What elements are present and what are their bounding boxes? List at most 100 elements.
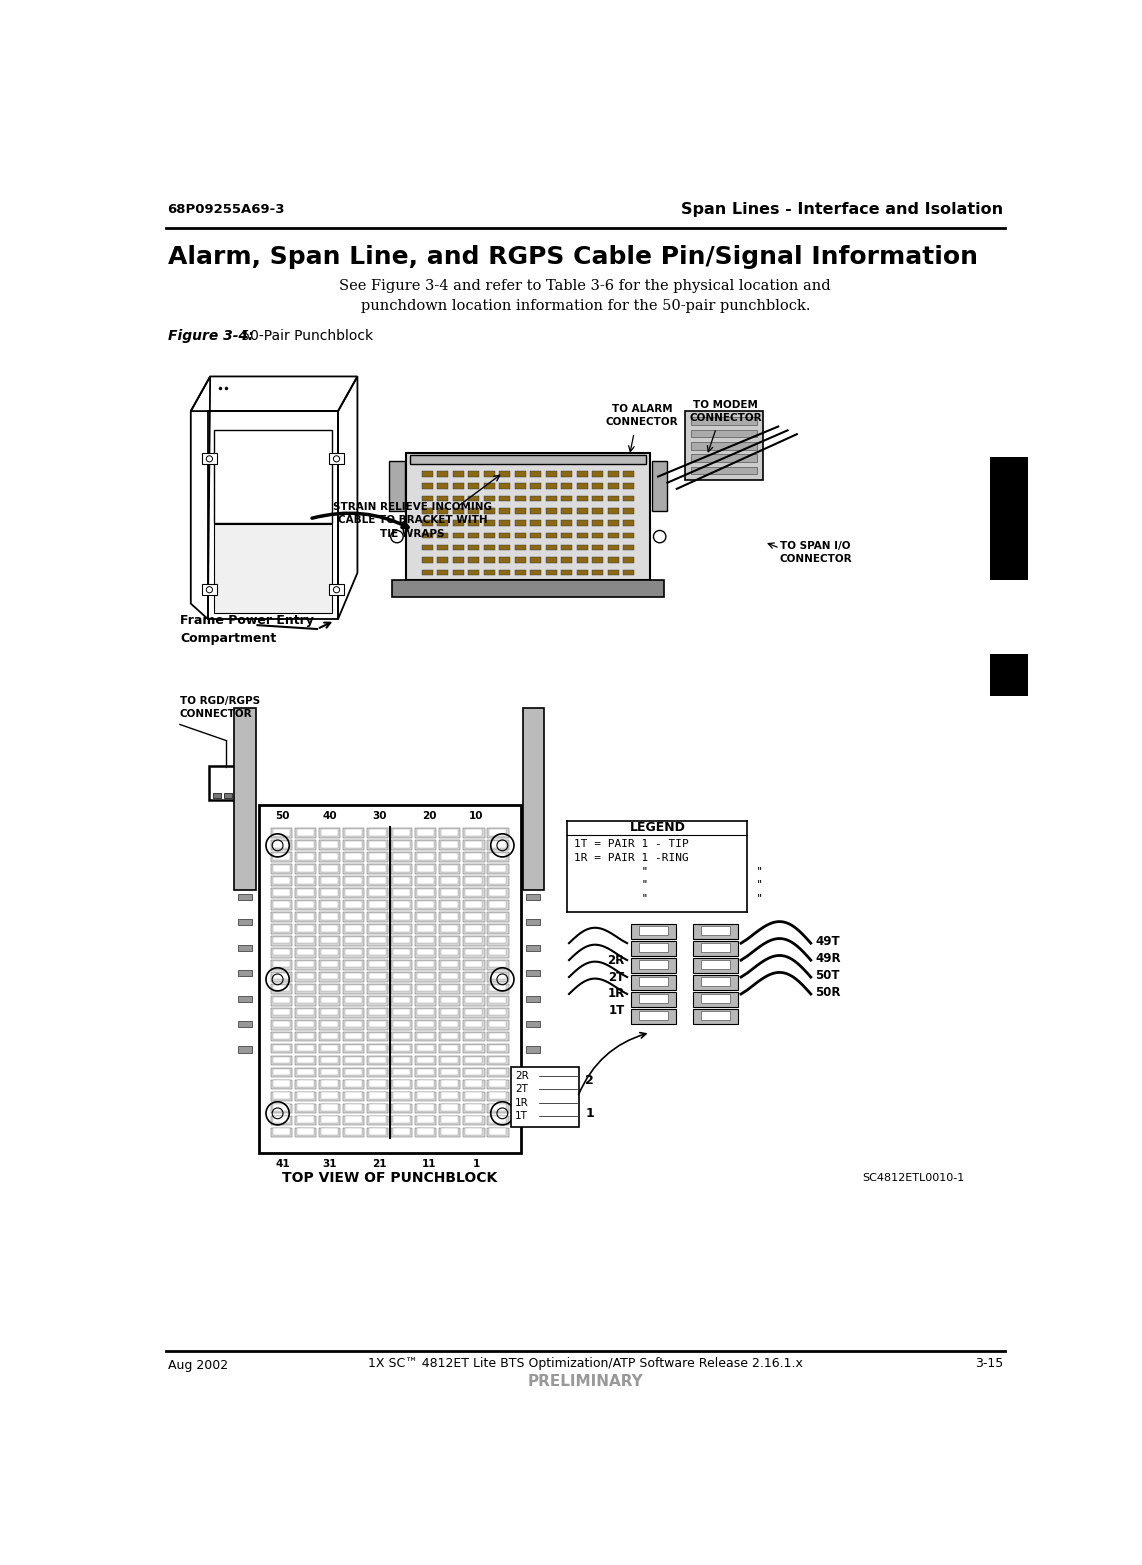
Bar: [463, 864, 484, 873]
Bar: [441, 1044, 458, 1052]
Bar: [271, 936, 292, 945]
Bar: [415, 864, 436, 873]
Bar: [345, 1069, 362, 1075]
Bar: [271, 959, 292, 970]
Bar: [367, 1020, 388, 1030]
Text: 41: 41: [275, 1160, 290, 1169]
Bar: [463, 840, 484, 850]
Bar: [421, 570, 433, 574]
Bar: [343, 1020, 364, 1030]
Bar: [437, 557, 448, 563]
Bar: [238, 894, 252, 900]
Bar: [321, 997, 338, 1003]
Bar: [463, 1127, 484, 1138]
Bar: [393, 1116, 410, 1124]
Bar: [486, 959, 508, 970]
Bar: [329, 454, 344, 465]
Bar: [273, 984, 290, 991]
Bar: [439, 925, 460, 934]
Bar: [486, 1127, 508, 1138]
Bar: [593, 532, 603, 538]
Bar: [561, 484, 572, 488]
Bar: [295, 876, 316, 886]
Bar: [319, 1067, 340, 1077]
Text: punchdown location information for the 50-pair punchblock.: punchdown location information for the 5…: [361, 299, 810, 313]
Bar: [484, 570, 494, 574]
Bar: [319, 1127, 340, 1138]
Bar: [367, 876, 388, 886]
Bar: [295, 984, 316, 994]
Bar: [297, 1105, 314, 1111]
Bar: [499, 471, 510, 477]
Bar: [273, 901, 290, 908]
Bar: [319, 925, 340, 934]
Bar: [465, 876, 482, 884]
Bar: [441, 984, 458, 991]
Bar: [393, 912, 410, 920]
Bar: [319, 1116, 340, 1125]
Bar: [391, 912, 412, 922]
Bar: [393, 829, 410, 836]
Text: 21: 21: [372, 1160, 387, 1169]
Bar: [391, 936, 412, 945]
Bar: [441, 1116, 458, 1124]
Bar: [391, 889, 412, 898]
Bar: [271, 840, 292, 850]
Bar: [321, 829, 338, 836]
Bar: [369, 829, 386, 836]
Bar: [321, 1009, 338, 1016]
Bar: [391, 853, 412, 862]
Bar: [489, 1044, 506, 1052]
Bar: [369, 1009, 386, 1016]
Bar: [415, 900, 436, 909]
Bar: [577, 545, 588, 551]
Bar: [297, 1044, 314, 1052]
Bar: [439, 1031, 460, 1041]
Bar: [393, 1069, 410, 1075]
Bar: [693, 1008, 738, 1024]
Bar: [271, 876, 292, 886]
Bar: [486, 1020, 508, 1030]
Bar: [271, 972, 292, 981]
Bar: [208, 412, 338, 620]
Bar: [632, 923, 676, 939]
Bar: [468, 496, 480, 501]
Bar: [441, 1020, 458, 1027]
Bar: [693, 958, 738, 973]
Bar: [441, 876, 458, 884]
Bar: [417, 1092, 434, 1099]
Bar: [463, 1116, 484, 1125]
Bar: [515, 471, 525, 477]
Bar: [652, 462, 667, 512]
Bar: [295, 912, 316, 922]
Bar: [489, 829, 506, 836]
Bar: [593, 509, 603, 513]
Bar: [465, 948, 482, 955]
Bar: [486, 1092, 508, 1102]
Bar: [321, 1056, 338, 1063]
Bar: [701, 1011, 730, 1020]
Bar: [417, 889, 434, 895]
Bar: [489, 1128, 506, 1135]
Bar: [271, 828, 292, 839]
Bar: [530, 557, 541, 563]
Bar: [546, 532, 556, 538]
Bar: [343, 828, 364, 839]
Bar: [343, 959, 364, 970]
Text: TO ALARM
CONNECTOR: TO ALARM CONNECTOR: [605, 404, 678, 427]
Bar: [608, 570, 619, 574]
Bar: [297, 901, 314, 908]
Bar: [295, 1031, 316, 1041]
Bar: [367, 995, 388, 1006]
Bar: [465, 829, 482, 836]
Bar: [489, 889, 506, 895]
Bar: [369, 961, 386, 967]
Bar: [638, 944, 668, 953]
Bar: [439, 959, 460, 970]
Bar: [319, 1031, 340, 1041]
Text: 1T: 1T: [609, 1005, 625, 1017]
Bar: [465, 865, 482, 872]
Bar: [238, 945, 252, 952]
Bar: [468, 557, 480, 563]
Bar: [391, 972, 412, 981]
